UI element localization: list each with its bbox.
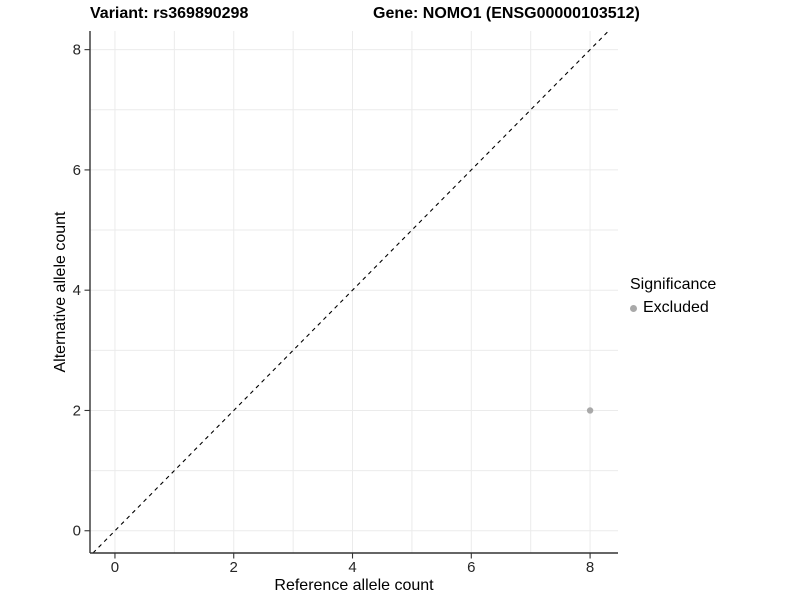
y-tick-label: 4	[73, 282, 81, 299]
y-tick-label: 0	[73, 523, 81, 540]
variant-title: Variant: rs369890298	[90, 5, 249, 22]
y-axis-title: Alternative allele count	[52, 211, 69, 373]
gene-title: Gene: NOMO1 (ENSG00000103512)	[373, 5, 640, 22]
x-tick-label: 0	[111, 559, 119, 576]
legend-entry: Excluded	[630, 299, 716, 317]
legend-title: Significance	[630, 276, 717, 293]
x-tick-label: 6	[467, 559, 475, 576]
y-tick-label: 8	[73, 42, 81, 59]
x-tick-label: 2	[230, 559, 238, 576]
y-tick-label: 6	[73, 162, 81, 179]
data-point	[586, 407, 594, 414]
excluded-point-icon	[630, 304, 637, 312]
identity-dashed-line	[92, 30, 609, 554]
y-tick-label: 2	[73, 402, 81, 419]
x-tick-label: 8	[586, 559, 594, 576]
legend-entry-label: Excluded	[643, 299, 709, 316]
x-axis-title: Reference allele count	[274, 577, 434, 594]
legend: Significance Excluded	[630, 275, 716, 317]
x-tick-label: 4	[348, 559, 356, 576]
